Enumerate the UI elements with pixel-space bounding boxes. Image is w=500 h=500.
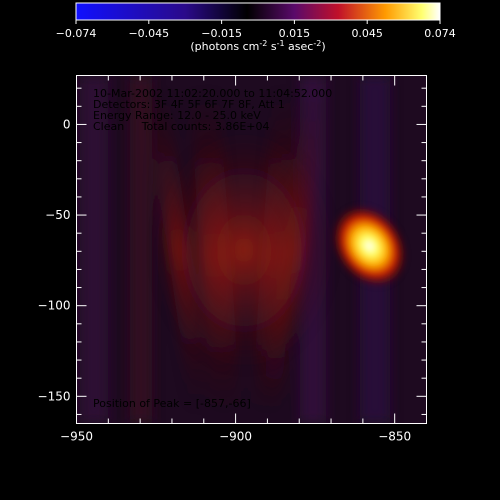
y-tick-label-1: −50	[45, 208, 70, 222]
observation-info: 10-Mar-2002 11:02:20.000 to 11:04:52.000…	[93, 87, 332, 410]
colorbar-tick-label-3: 0.015	[279, 27, 311, 40]
total-counts: Clean Total counts: 3.86E+04	[93, 120, 270, 133]
x-axis-ticks: −950−900−850−800	[60, 75, 427, 444]
colorbar-tick-label-2: −0.015	[201, 27, 242, 40]
colorbar-tick-label-4: 0.045	[351, 27, 383, 40]
heatmap-image	[77, 76, 426, 423]
peak-position-label: Position of Peak = [-857,-66]	[93, 397, 251, 410]
colorbar-tick-label-1: −0.045	[128, 27, 169, 40]
render-timestamp: 27-Apr-2022 18:54	[365, 482, 496, 498]
detectors: Detectors: 3F 4F 5F 6F 7F 8F, Att 1	[93, 98, 285, 111]
y-tick-label-3: −150	[38, 389, 71, 403]
colorbar	[75, 2, 441, 21]
time-range: 10-Mar-2002 11:02:20.000 to 11:04:52.000	[93, 87, 332, 100]
colorbar-tick-label-0: −0.074	[56, 27, 97, 40]
chart-title: Reconstructed RHESSI Image	[140, 54, 359, 72]
x-tick-label-1: −900	[219, 430, 252, 444]
x-axis-label: Heliocentric X (arcsec)	[177, 447, 324, 462]
energy-range: Energy Range: 12.0 - 25.0 keV	[93, 109, 261, 122]
colorbar-tick-label-5: 0.074	[424, 27, 456, 40]
x-tick-label-0: −950	[60, 430, 93, 444]
peak-source	[331, 205, 407, 288]
y-axis-label: Heliocentric Y (arcsec)	[14, 177, 29, 323]
colorbar-unit-label: (photons cm-2 s-1 asec-2)	[190, 39, 325, 53]
y-tick-label-0: 0	[63, 117, 71, 131]
x-tick-label-2: −850	[378, 430, 411, 444]
y-tick-label-2: −100	[38, 299, 71, 313]
y-axis-ticks: 0 −50 −100 −150	[38, 87, 427, 415]
plot-frame	[76, 75, 427, 424]
colorbar-ticks: −0.074 −0.045 −0.015 0.015 0.045 0.074	[56, 20, 456, 40]
